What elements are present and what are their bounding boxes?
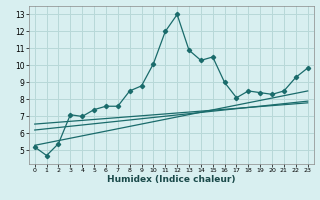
X-axis label: Humidex (Indice chaleur): Humidex (Indice chaleur)	[107, 175, 236, 184]
